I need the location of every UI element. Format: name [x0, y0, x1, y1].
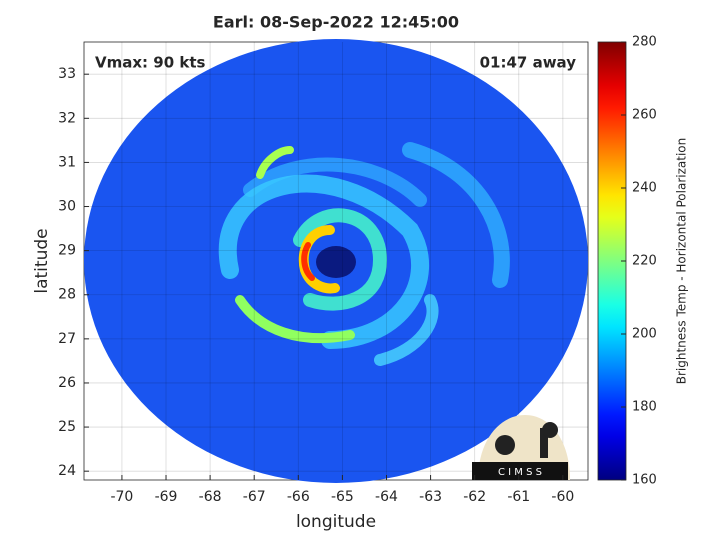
y-tick-label: 29 [58, 243, 76, 259]
colorbar-label: Brightness Temp - Horizontal Polarizatio… [675, 138, 689, 385]
swath-image [84, 39, 588, 483]
colorbar-tick-label: 200 [632, 327, 657, 342]
chart-title: Earl: 08-Sep-2022 12:45:00 [213, 13, 459, 32]
x-tick-label: -60 [551, 489, 574, 505]
x-tick-label: -62 [463, 489, 486, 505]
x-tick-label: -67 [243, 489, 266, 505]
vmax-label: Vmax: 90 kts [95, 54, 205, 72]
x-tick-label: -63 [419, 489, 442, 505]
y-axis-label: latitude [32, 228, 52, 293]
x-tick-label: -64 [375, 489, 398, 505]
x-tick-label: -66 [287, 489, 310, 505]
y-tick-label: 31 [58, 154, 76, 170]
y-tick-label: 24 [58, 463, 76, 479]
colorbar-tick-label: 260 [632, 108, 657, 123]
x-axis-label: longitude [296, 512, 376, 532]
logo-text: C I M S S [498, 467, 542, 478]
logo: C I M S S [472, 415, 570, 480]
y-tick-label: 26 [58, 375, 76, 391]
y-tick-label: 30 [58, 199, 76, 215]
y-tick-label: 27 [58, 331, 76, 347]
x-tick-label: -69 [155, 489, 178, 505]
y-tick-label: 32 [58, 110, 76, 126]
colorbar-tick-label: 220 [632, 254, 657, 269]
distance-label: 01:47 away [480, 54, 577, 72]
y-tick-label: 25 [58, 419, 76, 435]
colorbar-tick-label: 160 [632, 473, 657, 488]
x-tick-label: -61 [507, 489, 530, 505]
x-tick-label: -65 [331, 489, 354, 505]
y-tick-label: 28 [58, 287, 76, 303]
colorbar-tick-label: 240 [632, 181, 657, 196]
x-tick-label: -68 [199, 489, 222, 505]
colorbar-tick-label: 280 [632, 35, 657, 50]
x-tick-label: -70 [110, 489, 133, 505]
colorbar-tick-label: 180 [632, 400, 657, 415]
y-tick-label: 33 [58, 66, 76, 82]
